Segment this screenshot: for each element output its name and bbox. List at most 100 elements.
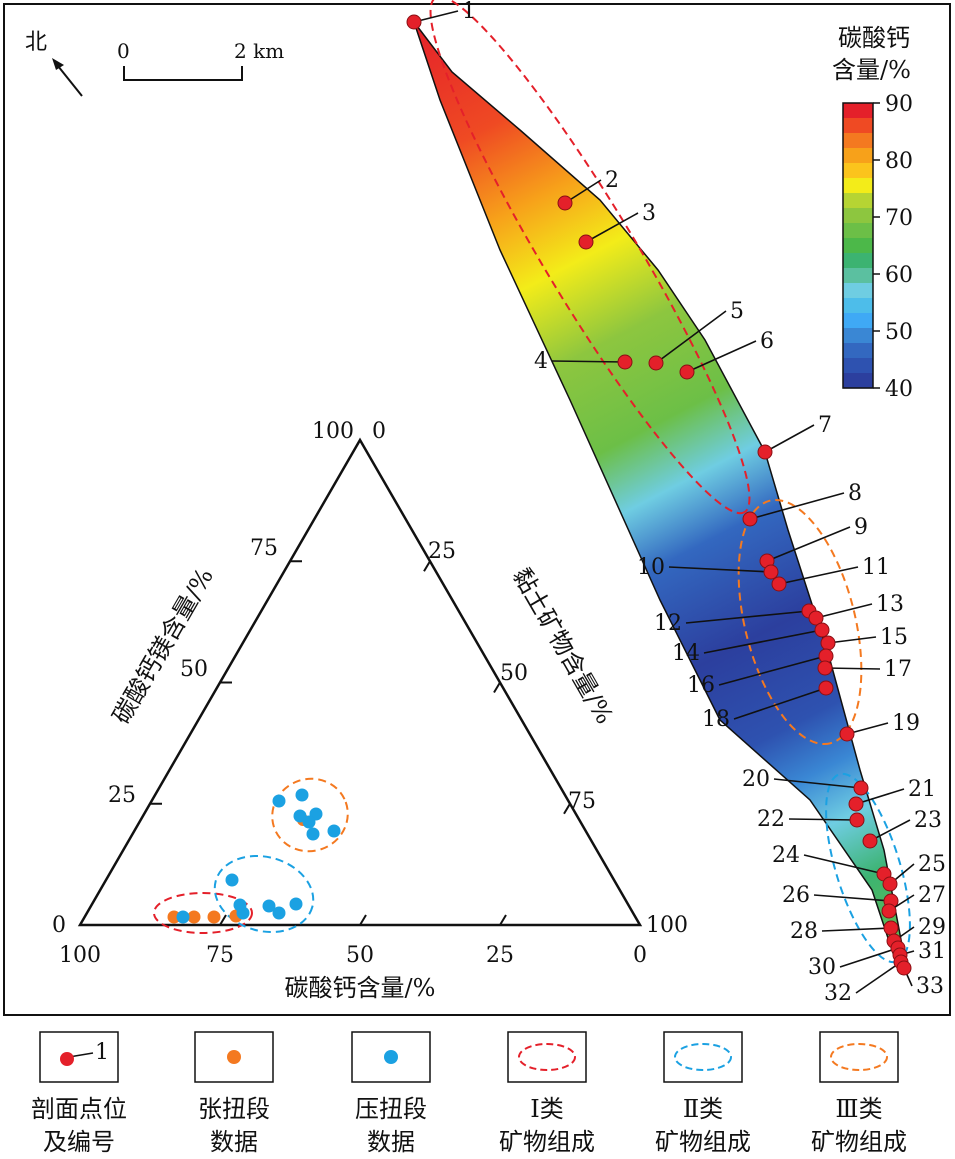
profile-point-marker: [881, 903, 897, 919]
profile-point-leader: [778, 566, 859, 585]
profile-point-leader: [764, 424, 815, 453]
profile-point-label: 14: [672, 641, 700, 666]
right-axis-tick-label: 50: [500, 661, 528, 686]
colorbar-swatch: [843, 148, 873, 164]
compression-data-dot: [295, 788, 309, 802]
profile-point-label: 25: [918, 852, 946, 877]
ternary-class-3-ellipse: [271, 777, 349, 853]
profile-point-marker: [757, 444, 773, 460]
bottom-axis-tick-label: 100: [59, 943, 101, 968]
compression-data-dot: [272, 794, 286, 808]
right-axis-tick: [563, 803, 571, 815]
left-axis-tick-label: 100: [312, 419, 354, 444]
compression-data-dot: [272, 906, 286, 920]
profile-point-leader: [733, 687, 827, 720]
profile-point-marker: [848, 796, 864, 812]
profile-point-label: 13: [876, 592, 904, 617]
profile-point-marker: [578, 234, 594, 250]
right-axis-tick: [423, 560, 431, 572]
ternary-class-2-ellipse: [213, 854, 315, 934]
colorbar-swatch: [843, 118, 873, 134]
colorbar-swatch: [843, 193, 873, 209]
right-axis-tick: [493, 681, 501, 694]
legend-label-line2: 及编号: [43, 1128, 115, 1156]
legend-label-line1: Ⅱ类: [683, 1095, 723, 1123]
left-axis-tick-label: 50: [180, 657, 208, 682]
profile-point-label: 4: [534, 349, 548, 374]
profile-point-label: 7: [818, 413, 832, 438]
profile-point-leader: [813, 894, 892, 902]
left-axis-tick-label: 75: [250, 536, 278, 561]
map-frame: [3, 3, 951, 1016]
legend-label-line2: 矿物组成: [655, 1128, 751, 1156]
scale-label-start: 0: [117, 39, 130, 63]
profile-point-marker: [882, 876, 898, 892]
profile-strip: [413, 21, 907, 968]
profile-point-label: 1: [462, 0, 476, 24]
class-3-ellipse: [737, 498, 863, 746]
compression-data-dot: [306, 827, 320, 841]
profile-point-label: 12: [654, 611, 682, 636]
left-axis-tick-label: 0: [52, 913, 66, 938]
colorbar-swatch: [843, 178, 873, 194]
right-axis-tick-label: 0: [372, 419, 386, 444]
profile-point-leader: [855, 961, 902, 994]
compression-data-dot: [225, 873, 239, 887]
colorbar-tick-label: 50: [885, 320, 913, 345]
profile-point-label: 5: [730, 299, 744, 324]
bottom-axis-tick-label: 0: [633, 943, 647, 968]
profile-point-label: 15: [880, 625, 908, 650]
profile-point-marker: [814, 622, 830, 638]
legend-dot: [227, 1050, 241, 1064]
legend-label-line2: 矿物组成: [811, 1128, 907, 1156]
colorbar-swatch: [843, 343, 873, 359]
profile-point-label: 18: [702, 707, 730, 732]
legend-ellipse: [518, 1043, 576, 1071]
compression-data-dot: [289, 897, 303, 911]
profile-point-marker: [896, 960, 912, 976]
colorbar-swatch: [843, 283, 873, 299]
profile-point-leader: [413, 10, 459, 23]
profile-point-leader: [821, 927, 892, 932]
profile-point-leader: [803, 854, 885, 875]
profile-point-leader: [718, 655, 827, 686]
profile-point-label: 26: [782, 883, 810, 908]
bottom-axis-tick: [499, 914, 507, 926]
compression-data-dot: [262, 899, 276, 913]
colorbar-swatch: [843, 328, 873, 344]
profile-point-label: 19: [892, 711, 920, 736]
profile-point-leader: [686, 340, 757, 373]
tension-data-dot: [167, 910, 181, 924]
bottom-axis-tick: [359, 914, 367, 926]
tension-data-dot: [207, 910, 221, 924]
profile-point-label: 9: [854, 515, 868, 540]
profile-point-marker: [820, 635, 836, 651]
profile-point-marker: [648, 355, 664, 371]
legend-label-line2: 数据: [367, 1128, 415, 1156]
profile-point-label: 30: [808, 955, 836, 980]
ternary-triangle: [77, 437, 643, 927]
bottom-axis-tick: [219, 914, 227, 926]
profile-point-leader: [749, 492, 845, 520]
compression-data-dot: [233, 898, 247, 912]
colorbar-tick-label: 60: [885, 263, 913, 288]
compression-data-dot: [327, 824, 341, 838]
legend-swatch-box: [507, 1031, 587, 1083]
colorbar-swatch: [843, 268, 873, 284]
legend-ellipse: [830, 1043, 888, 1071]
legend-label-line1: 压扭段: [355, 1095, 427, 1123]
profile-point-label: 27: [918, 883, 946, 908]
right-axis-title: 黏土矿物含量/%: [507, 563, 619, 728]
scale-label-end: 2 km: [234, 39, 284, 63]
colorbar-swatch: [843, 133, 873, 149]
legend-label-line1: 张扭段: [198, 1095, 270, 1123]
profile-point-marker: [763, 564, 779, 580]
colorbar-swatch: [843, 238, 873, 254]
profile-point-label: 3: [642, 201, 656, 226]
bottom-axis-tick-label: 50: [346, 943, 374, 968]
colorbar-swatch: [843, 313, 873, 329]
legend-swatch-box: [663, 1031, 743, 1083]
